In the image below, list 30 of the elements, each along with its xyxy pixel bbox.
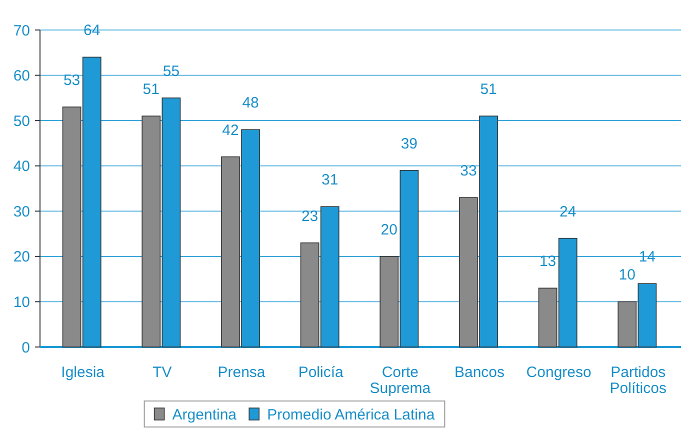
y-tick-label: 30: [13, 203, 30, 220]
y-tick-label: 70: [13, 22, 30, 40]
x-tick-label: Bancos: [454, 364, 505, 381]
data-label: 51: [480, 81, 497, 98]
data-label: 13: [539, 253, 556, 270]
y-tick-label: 0: [22, 339, 30, 356]
data-label: 33: [460, 162, 477, 180]
data-label: 51: [142, 81, 160, 98]
data-label: 20: [380, 221, 398, 238]
x-tick-label: Congreso: [526, 364, 592, 381]
x-tick-label: TV: [152, 364, 172, 381]
data-label: 53: [63, 72, 80, 89]
data-label: 23: [301, 208, 318, 225]
x-tick-label: Policía: [298, 364, 344, 381]
data-label: 10: [618, 266, 636, 284]
y-tick-label: 10: [13, 294, 30, 311]
y-tick-label: 50: [13, 112, 30, 130]
x-tick-label: Partidos Políticos: [610, 364, 667, 397]
data-label: 39: [400, 135, 418, 152]
x-tick-label: Corte Suprema: [370, 364, 432, 397]
x-tick-label: Prensa: [218, 364, 266, 381]
data-label: 31: [322, 172, 338, 189]
y-tick-label: 40: [13, 158, 30, 176]
legend-label: Promedio América Latina: [267, 406, 436, 424]
data-label: 42: [222, 122, 239, 139]
x-tick-label: Iglesia: [61, 364, 106, 381]
data-label: 48: [242, 94, 259, 112]
y-tick-label: 60: [13, 68, 30, 85]
legend-label: Argentina: [172, 406, 238, 424]
y-tick-label: 20: [13, 248, 30, 266]
